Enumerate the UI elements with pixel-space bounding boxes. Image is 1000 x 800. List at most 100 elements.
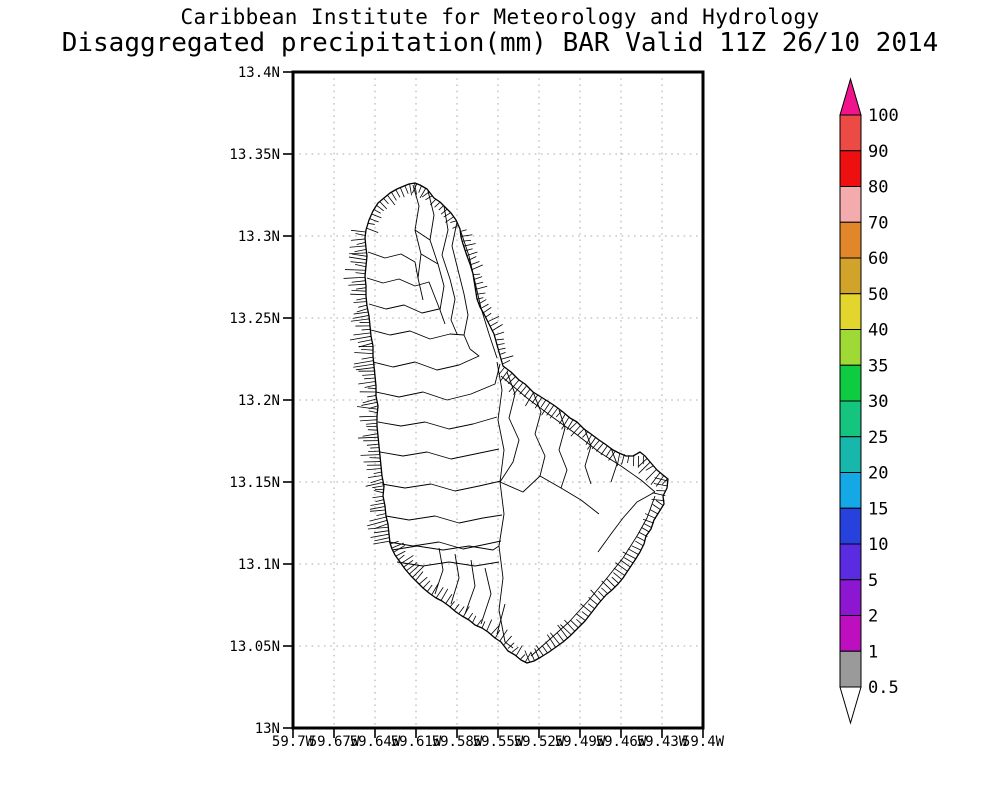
coastal-hatch	[636, 536, 646, 542]
coastal-hatch	[542, 645, 548, 654]
colorbar-segment	[839, 329, 862, 366]
coastal-hatch	[495, 338, 504, 341]
coastal-hatch	[370, 502, 385, 506]
watershed-line	[496, 603, 506, 635]
coastal-hatch	[438, 205, 444, 211]
coastal-hatch	[494, 331, 505, 336]
coastal-hatch	[475, 285, 488, 290]
colorbar-segment	[839, 293, 862, 330]
product-title: Disaggregated precipitation(mm) BAR Vali…	[61, 28, 939, 58]
coastal-hatch	[649, 509, 659, 515]
coastal-hatch	[525, 392, 534, 407]
coastal-hatch	[354, 352, 374, 355]
coastal-hatch	[418, 185, 422, 193]
watershed-line	[366, 277, 441, 311]
coastal-hatch	[507, 376, 516, 385]
coastal-hatch	[478, 299, 487, 305]
coastal-hatch	[373, 209, 381, 214]
coastal-hatch	[645, 469, 657, 481]
colorbar-tick-label: 15	[868, 499, 888, 519]
coastal-hatch	[570, 619, 579, 628]
y-axis-label: 13.1N	[238, 557, 280, 573]
coastal-hatch	[530, 651, 535, 661]
coastal-hatch	[418, 576, 428, 585]
map-frame	[291, 70, 705, 730]
coastal-hatch	[561, 416, 570, 430]
coastal-hatch	[498, 367, 505, 376]
coastal-hatch	[355, 263, 367, 268]
coastal-hatch	[352, 315, 369, 319]
coastal-hatch	[519, 385, 527, 395]
colorbar-tick-label: 50	[868, 285, 888, 305]
coastal-hatch	[422, 580, 431, 589]
coastal-hatch	[403, 559, 414, 568]
watershed-line	[385, 514, 503, 524]
coastal-hatch	[391, 191, 397, 201]
colorbar-below-min-arrow	[839, 686, 862, 725]
watershed-line	[480, 567, 492, 625]
coastal-hatch	[524, 650, 530, 663]
coastal-hatch	[367, 475, 383, 479]
coastal-hatch	[555, 410, 562, 418]
coastal-hatch	[452, 225, 459, 229]
coastal-hatch	[365, 481, 384, 487]
coastal-hatch	[421, 191, 430, 198]
coastal-hatch	[356, 242, 366, 245]
colorbar-tick-label: 1	[868, 642, 878, 662]
coastal-hatch	[356, 297, 367, 301]
coastal-hatch	[344, 269, 366, 271]
watershed-line	[370, 329, 465, 340]
coastal-hatch	[409, 565, 420, 575]
coastal-hatch	[440, 208, 448, 215]
coastal-hatch	[611, 576, 619, 584]
watershed-line	[584, 429, 592, 485]
coastal-hatch	[590, 589, 602, 602]
coastal-hatch	[443, 212, 451, 218]
coastal-hatch	[651, 498, 665, 502]
coastal-hatch	[419, 188, 427, 199]
coastal-hatch	[600, 445, 608, 456]
watershed-line	[539, 475, 600, 515]
coastal-hatch	[399, 187, 405, 198]
coastal-hatch	[476, 292, 486, 295]
x-axis-label: 59.61W	[391, 734, 442, 750]
coastal-hatch	[355, 367, 375, 371]
coastal-hatch	[370, 478, 383, 484]
coastal-hatch	[353, 363, 374, 368]
coastal-hatch	[467, 612, 474, 621]
coastal-hatch	[366, 468, 382, 471]
coastal-hatch	[434, 202, 440, 208]
coastal-hatch	[560, 624, 572, 636]
coastal-hatch	[350, 293, 367, 296]
watershed-line	[450, 553, 460, 605]
x-axis-label: 59.46W	[596, 734, 647, 750]
watershed-line	[388, 540, 502, 550]
coastal-hatch	[373, 471, 382, 474]
coastal-hatch	[504, 373, 513, 382]
y-axis-label: 13.4N	[238, 65, 280, 81]
coastal-hatch	[638, 458, 648, 467]
coastal-hatch	[351, 229, 366, 233]
coastal-hatch	[577, 428, 585, 436]
coastal-hatch	[406, 562, 418, 571]
coastal-hatch	[468, 256, 477, 261]
coastal-hatch	[374, 537, 390, 542]
x-axis-label: 59.67W	[309, 734, 360, 750]
coastal-hatch	[576, 618, 583, 625]
coastal-hatch	[351, 289, 367, 292]
x-axis-label: 59.64W	[350, 734, 401, 750]
colorbar-tick-label: 40	[868, 321, 888, 341]
coastal-hatch	[483, 307, 492, 314]
watershed-line	[375, 363, 501, 401]
institute-title: Caribbean Institute for Meteorology and …	[180, 5, 820, 29]
y-axis-label: 13.3N	[238, 229, 280, 245]
coastal-hatch	[376, 513, 386, 517]
x-axis-label: 59.49W	[555, 734, 606, 750]
coastal-hatch	[616, 453, 621, 467]
coastal-hatch	[361, 401, 378, 406]
coastal-hatch	[395, 550, 406, 557]
coastal-hatch	[343, 276, 366, 279]
y-axis-label: 13.2N	[238, 393, 280, 409]
coastal-hatch	[351, 280, 366, 283]
